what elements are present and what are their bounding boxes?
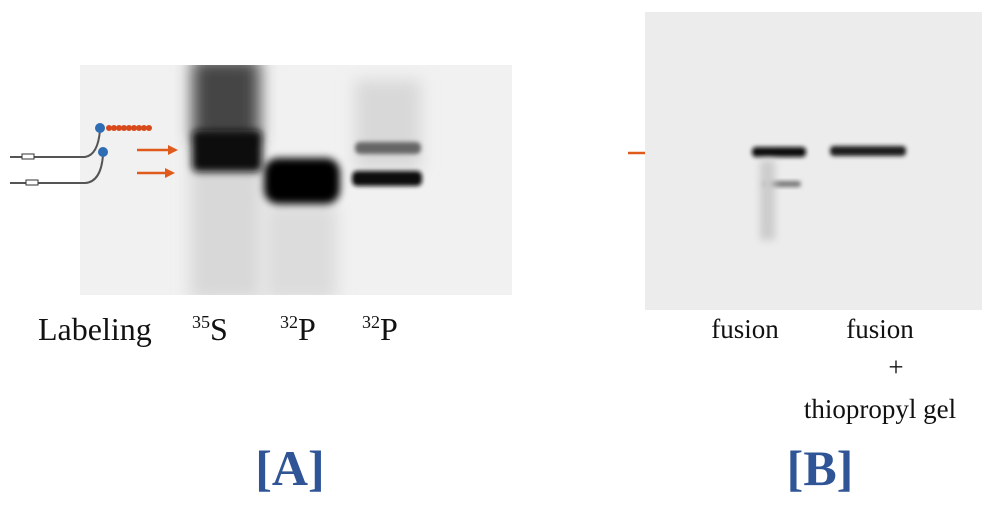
lane-label: + [888, 352, 903, 382]
lane-label: 35S [192, 311, 228, 347]
lane-label: fusion [711, 314, 779, 344]
lane-label: 32P [280, 311, 316, 347]
lane-label: thiopropyl gel [804, 394, 956, 424]
lane-label: fusion [846, 314, 914, 344]
panel-label: [B] [787, 440, 854, 496]
lane-label: 32P [362, 311, 398, 347]
row-title: Labeling [38, 311, 152, 347]
gel-b [645, 12, 982, 310]
figure: Labeling 35S 32P 32P fusion fusion + thi… [0, 0, 982, 512]
gel-a [80, 60, 512, 300]
panel-label: [A] [255, 440, 324, 496]
